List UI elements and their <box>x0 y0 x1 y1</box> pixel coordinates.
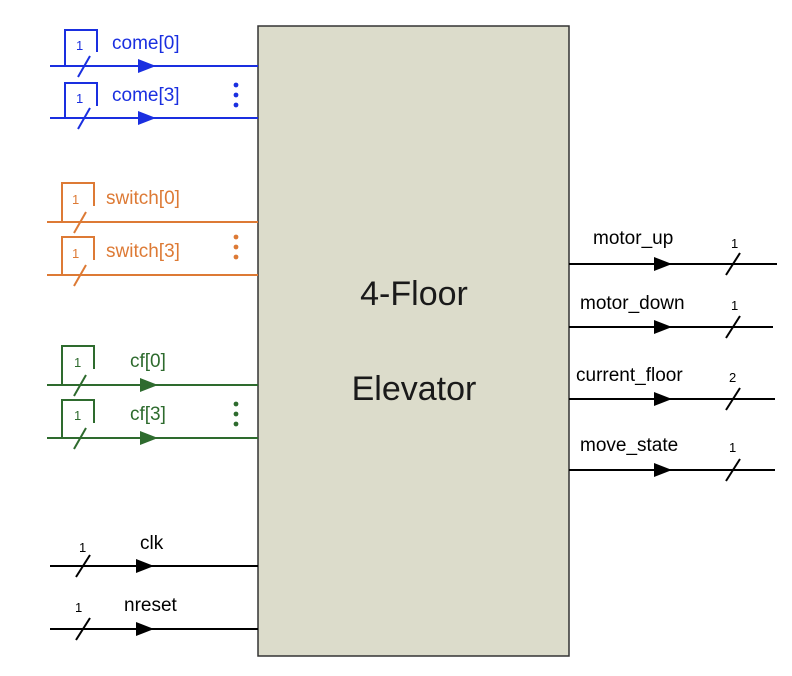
cf3-width: 1 <box>74 408 81 423</box>
switch3-width: 1 <box>72 246 79 261</box>
move-state-width: 1 <box>729 440 736 455</box>
come-ellipsis <box>233 82 239 108</box>
motor-down-width: 1 <box>731 298 738 313</box>
cf0-label: cf[0] <box>130 351 166 372</box>
switch3-label: switch[3] <box>106 241 180 262</box>
motor-up-arrow <box>654 257 672 271</box>
switch0-width: 1 <box>72 192 79 207</box>
elevator-block <box>257 25 570 657</box>
nreset-width: 1 <box>75 600 82 615</box>
switch-ellipsis <box>233 234 239 260</box>
clk-width: 1 <box>79 540 86 555</box>
move-state-arrow <box>654 463 672 477</box>
cf-ellipsis <box>233 401 239 427</box>
cf0-width: 1 <box>74 355 81 370</box>
motor-down-label: motor_down <box>580 293 685 314</box>
come3-arrow <box>138 111 156 125</box>
switch-group <box>47 182 258 287</box>
motor-up-label: motor_up <box>593 228 673 249</box>
cf3-label: cf[3] <box>130 404 166 425</box>
cf0-arrow <box>140 378 158 392</box>
nreset-arrow <box>136 622 154 636</box>
come0-arrow <box>138 59 156 73</box>
motor-down-arrow <box>654 320 672 334</box>
clk-label: clk <box>140 533 164 554</box>
block-title-line2: Elevator <box>352 370 477 408</box>
cf3-arrow <box>140 431 158 445</box>
block-title-line1: 4-Floor <box>360 275 468 313</box>
come0-width: 1 <box>76 38 83 53</box>
motor-up-width: 1 <box>731 236 738 251</box>
come3-label: come[3] <box>112 85 180 106</box>
current-floor-label: current_floor <box>576 365 683 386</box>
switch0-label: switch[0] <box>106 188 180 209</box>
come3-width: 1 <box>76 91 83 106</box>
come0-label: come[0] <box>112 33 180 54</box>
current-floor-arrow <box>654 392 672 406</box>
move-state-label: move_state <box>580 435 678 456</box>
clk-arrow <box>136 559 154 573</box>
nreset-label: nreset <box>124 595 178 616</box>
current-floor-width: 2 <box>729 370 736 385</box>
